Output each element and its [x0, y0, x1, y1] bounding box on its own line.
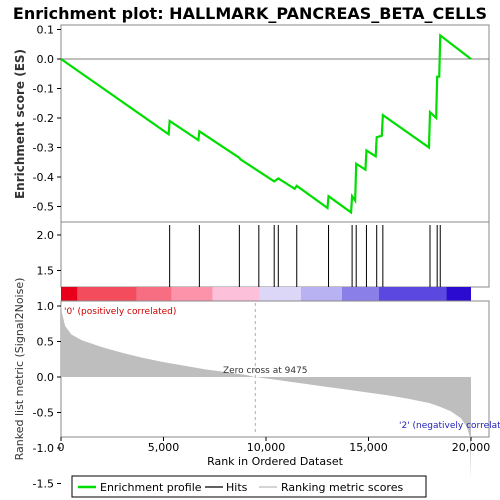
es-y-axis-label: Enrichment score (ES): [13, 49, 27, 199]
legend-hits-label: Hits: [226, 481, 248, 494]
heat-band: [136, 287, 172, 301]
metric-panel: 2.0 1.5 1.0 0.5 0.0 -0.5 -1.0 -1.5 Zero cross a…: [33, 229, 500, 491]
metric-tick-label: 0.5: [37, 336, 55, 349]
es-panel: 0.1 0.0 -0.1 -0.2 -0.3 -0.4 -0.5: [33, 24, 490, 223]
hits-panel: [60, 221, 490, 288]
chart-title: Enrichment plot: HALLMARK_PANCREAS_BETA_…: [13, 4, 487, 23]
legend: Enrichment profile Hits Ranking metric s…: [71, 475, 427, 498]
metric-y-ticks: 2.0 1.5 1.0 0.5 0.0 -0.5 -1.0 -1.5: [33, 229, 61, 491]
hit-lines: [169, 225, 441, 287]
heat-band: [212, 287, 260, 301]
heat-band: [171, 287, 213, 301]
heat-band: [378, 287, 447, 301]
es-tick-label: -0.2: [33, 112, 54, 125]
es-tick-label: -0.1: [33, 83, 54, 96]
enrichment-profile-line: [60, 33, 472, 215]
positive-correlation-label: '0' (positively correlated): [64, 307, 176, 317]
negative-correlation-label: '2' (negatively correlated): [399, 421, 500, 431]
heat-band: [341, 287, 379, 301]
heat-band: [61, 287, 78, 301]
ranking-heat-bar: [61, 287, 471, 301]
zero-cross-label: Zero cross at 9475: [223, 366, 308, 376]
ranking-metric-area: [61, 302, 471, 480]
x-axis-ticks: 0 5,000 10,000 15,000 20,000: [58, 437, 491, 454]
x-tick-label: 0: [58, 441, 65, 454]
metric-tick-label: 0.0: [37, 371, 55, 384]
metric-tick-label: -1.5: [33, 478, 54, 491]
legend-frame: [71, 475, 427, 498]
es-panel-frame: [60, 24, 490, 223]
hits-panel-frame: [60, 221, 490, 288]
metric-tick-label: 1.0: [37, 300, 55, 313]
es-y-ticks: 0.1 0.0 -0.1 -0.2 -0.3 -0.4 -0.5: [33, 24, 61, 214]
metric-y-axis-label: Ranked list metric (Signal2Noise): [13, 278, 26, 461]
es-tick-label: -0.5: [33, 201, 54, 214]
metric-tick-label: -1.0: [33, 442, 54, 455]
heat-band: [259, 287, 301, 301]
es-tick-label: -0.4: [33, 171, 54, 184]
heat-band: [77, 287, 137, 301]
metric-tick-label: 2.0: [37, 229, 55, 242]
es-tick-label: 0.1: [37, 24, 55, 37]
es-tick-label: -0.3: [33, 142, 54, 155]
es-tick-label: 0.0: [37, 53, 55, 66]
x-axis-label: Rank in Ordered Dataset: [207, 455, 344, 468]
x-tick-label: 10,000: [247, 441, 286, 454]
metric-tick-label: -0.5: [33, 407, 54, 420]
x-tick-label: 20,000: [452, 441, 491, 454]
x-tick-label: 5,000: [148, 441, 180, 454]
metric-tick-label: 1.5: [37, 265, 55, 278]
legend-profile-label: Enrichment profile: [100, 481, 202, 494]
legend-metric-label: Ranking metric scores: [281, 481, 403, 494]
heat-band: [300, 287, 342, 301]
heat-band: [446, 287, 471, 301]
x-tick-label: 15,000: [349, 441, 388, 454]
